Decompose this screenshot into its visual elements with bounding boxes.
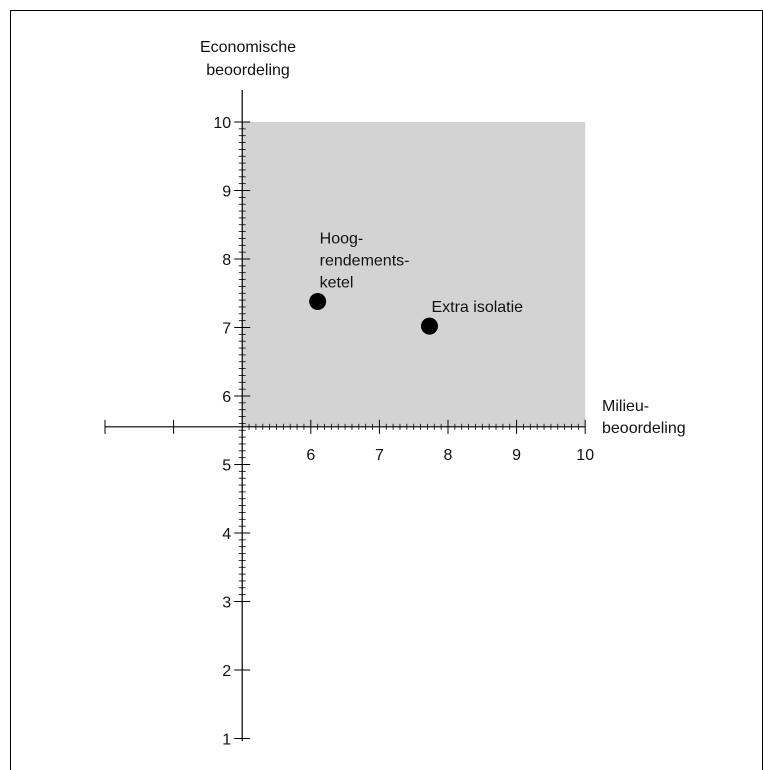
y-axis-label: beoordeling bbox=[206, 62, 290, 79]
data-point-label: ketel bbox=[320, 274, 354, 291]
y-tick-label: 10 bbox=[213, 115, 231, 132]
x-tick-label: 10 bbox=[576, 447, 594, 464]
x-tick-label: 7 bbox=[375, 447, 384, 464]
x-axis-label: beoordeling bbox=[602, 420, 686, 437]
data-point-label: Hoog- bbox=[320, 230, 364, 247]
y-tick-label: 9 bbox=[222, 184, 231, 201]
data-point-label: Extra isolatie bbox=[431, 299, 523, 316]
x-tick-label: 9 bbox=[512, 447, 521, 464]
y-axis-label: Economische bbox=[200, 39, 296, 56]
y-tick-label: 1 bbox=[222, 732, 231, 749]
y-tick-label: 2 bbox=[222, 663, 231, 680]
data-point bbox=[420, 317, 438, 335]
x-tick-label: 6 bbox=[306, 447, 315, 464]
data-point-label: rendements- bbox=[320, 252, 410, 269]
y-tick-label: 4 bbox=[222, 526, 231, 543]
y-tick-label: 6 bbox=[222, 389, 231, 406]
y-tick-label: 7 bbox=[222, 321, 231, 338]
y-tick-label: 8 bbox=[222, 252, 231, 269]
y-tick-label: 5 bbox=[222, 458, 231, 475]
x-tick-label: 8 bbox=[444, 447, 453, 464]
x-axis-label: Milieu- bbox=[602, 398, 649, 415]
data-point bbox=[309, 292, 327, 310]
highlight-region bbox=[242, 122, 586, 427]
y-tick-label: 3 bbox=[222, 595, 231, 612]
